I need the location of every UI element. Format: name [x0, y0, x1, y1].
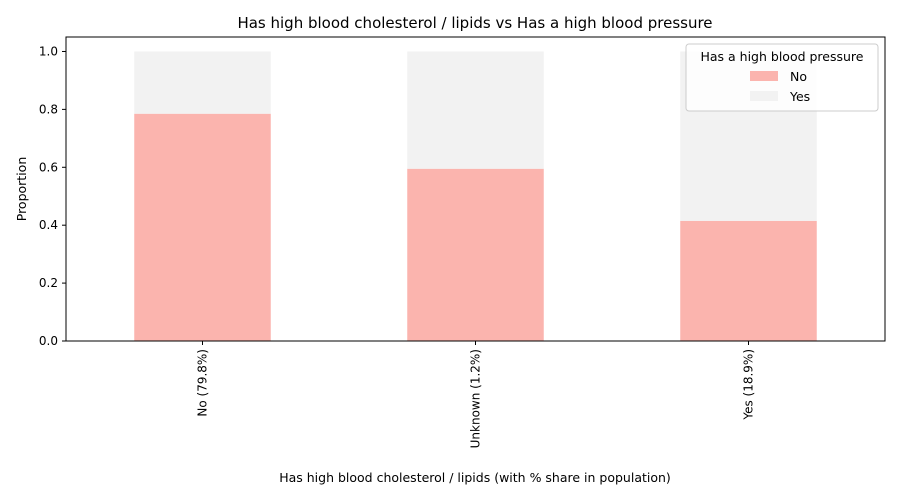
- y-tick-label: 0.2: [39, 276, 58, 290]
- x-tick-label: Unknown (1.2%): [469, 349, 483, 448]
- y-axis-label: Proportion: [14, 157, 29, 222]
- y-tick-label: 0.4: [39, 218, 58, 232]
- x-axis: No (79.8%) Unknown (1.2%) Yes (18.9%): [196, 341, 756, 448]
- y-tick-label: 1.0: [39, 44, 58, 58]
- chart-title: Has high blood cholesterol / lipids vs H…: [237, 14, 712, 32]
- legend-label-yes: Yes: [789, 89, 810, 104]
- bars-layer: [134, 51, 817, 341]
- legend-swatch-no: [750, 71, 778, 81]
- bar-yes-1: [407, 51, 544, 169]
- y-tick-label: 0.8: [39, 102, 58, 116]
- y-axis: 0.0 0.2 0.4 0.6 0.8 1.0: [39, 44, 66, 348]
- legend: Has a high blood pressure No Yes: [685, 43, 879, 112]
- legend-title: Has a high blood pressure: [700, 49, 863, 64]
- legend-box: [685, 43, 879, 112]
- bar-no-0: [134, 113, 271, 341]
- bar-yes-0: [134, 51, 271, 114]
- x-axis-label: Has high blood cholesterol / lipids (wit…: [279, 470, 671, 485]
- legend-label-no: No: [790, 69, 807, 84]
- y-tick-label: 0.6: [39, 160, 58, 174]
- legend-swatch-yes: [750, 91, 778, 101]
- x-tick-label: No (79.8%): [196, 349, 210, 417]
- bar-no-2: [680, 220, 817, 341]
- x-tick-label: Yes (18.9%): [742, 349, 756, 421]
- bar-no-1: [407, 168, 544, 341]
- y-tick-label: 0.0: [39, 334, 58, 348]
